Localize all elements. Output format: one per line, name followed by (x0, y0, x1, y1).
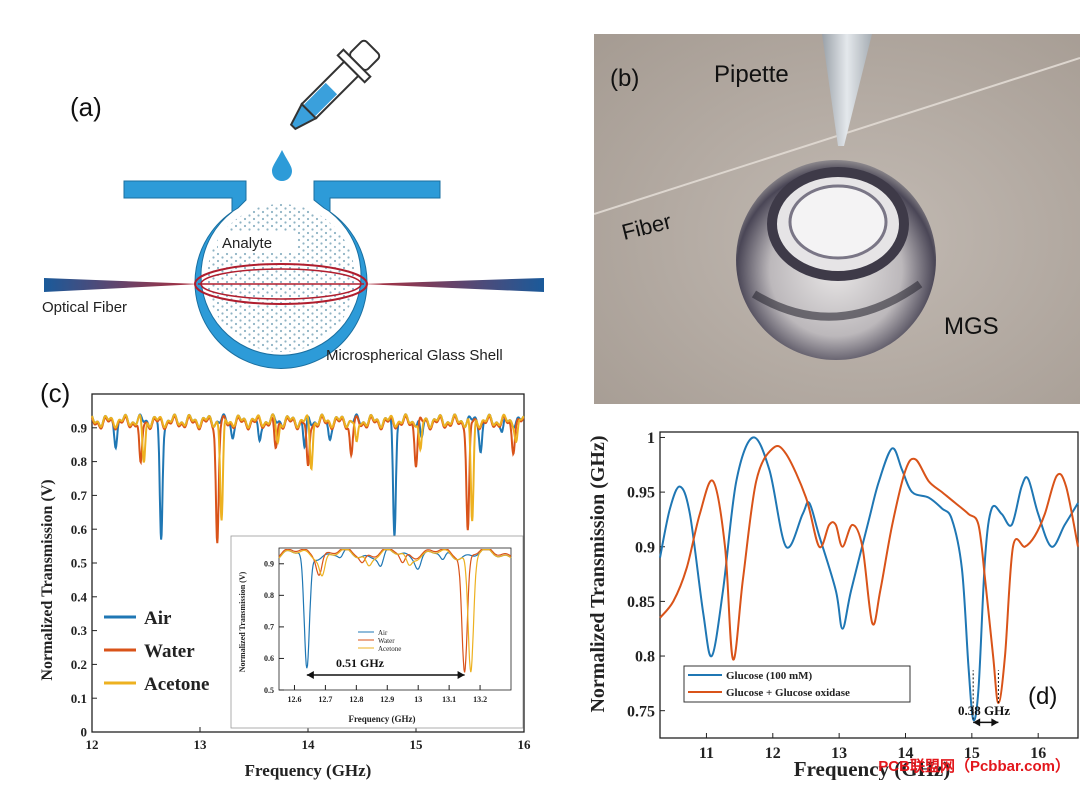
x-tick-label: 16 (1030, 745, 1046, 762)
chart-d-svg: 11 12 13 14 15 16 0.75 0.8 0.85 0.9 0.95 1 Frequenc… (587, 430, 1079, 781)
mgs-label: MGS (944, 313, 999, 340)
y-tick-label: 0.9 (264, 560, 274, 569)
schematic-svg: (a) Analyte Optical Fiber Microspherical… (42, 39, 544, 369)
x-tick-label: 12.7 (318, 695, 332, 704)
y-tick-label: 0.7 (71, 488, 88, 503)
y-tick-label: 0.75 (627, 703, 655, 720)
y-tick-label: 0.85 (627, 594, 655, 611)
inset-legend: Air Water Acetone (358, 629, 401, 653)
inset-ylabel: Normalized Transmission (V) (238, 571, 247, 672)
chart-c-xlabel: Frequency (GHz) (245, 761, 372, 780)
y-tick-label: 0.8 (264, 591, 274, 600)
x-tick-label: 13 (831, 745, 847, 762)
y-tick-label: 0.2 (71, 657, 87, 672)
x-tick-label: 12.6 (287, 695, 301, 704)
x-tick-label: 13 (194, 737, 208, 752)
chart-d-legend: Glucose (100 mM) Glucose + Glucose oxida… (683, 665, 911, 703)
legend-label-water: Water (144, 641, 195, 662)
glass-shell-icon (123, 180, 441, 369)
panel-b-photo: (b) Pipette Fiber MGS (593, 34, 1080, 404)
x-tick-label: 12.9 (380, 695, 394, 704)
y-tick-label: 0.4 (71, 589, 88, 604)
x-tick-label: 14 (302, 737, 316, 752)
y-tick-label: 0.3 (71, 623, 88, 638)
y-tick-label: 0 (81, 725, 88, 740)
plot-frame (659, 431, 1079, 739)
chart-d-ylabel: Normalized Transmission (GHz) (587, 435, 609, 712)
droplet-icon (272, 150, 292, 181)
chart-c-svg: (c) 12 13 14 15 16 0 0.1 0.2 0.3 0.4 0.5 0.6 0.7 0.8 0… (39, 378, 532, 780)
optical-fiber-label: Optical Fiber (42, 299, 127, 316)
chart-d-annotation: 0.38 GHz (958, 703, 1010, 718)
inset-annotation: 0.51 GHz (336, 656, 385, 670)
series-line-air (91, 413, 525, 540)
x-tick-label: 11 (699, 745, 714, 762)
series-line-glucose-oxidase (659, 444, 1079, 705)
panel-b-letter: (b) (610, 65, 639, 92)
optical-fiber-left (44, 278, 200, 292)
pipette-tip-icon (822, 34, 872, 146)
legend-label-glucose-oxidase: Glucose + Glucose oxidase (726, 687, 850, 699)
y-tick-label: 0.5 (71, 556, 88, 571)
glass-shell-label: Microspherical Glass Shell (326, 347, 503, 364)
inset-series-line-acetone (278, 549, 512, 673)
chart-c-legend: Air Water Acetone (104, 608, 209, 695)
whispering-gallery-mode (194, 263, 368, 305)
y-tick-label: 0.9 (635, 539, 655, 556)
x-tick-label: 15 (410, 737, 424, 752)
inset-span-arrow-head-left (306, 671, 314, 679)
analyte-fill (207, 204, 355, 352)
inset-span-arrow-head-right (457, 671, 465, 679)
chart-d-span-arrow-head-left (973, 718, 981, 727)
y-tick-label: 0.5 (264, 686, 274, 695)
x-tick-label: 13 (414, 695, 422, 704)
plot-frame (278, 547, 512, 691)
inset-xlabel: Frequency (GHz) (348, 714, 415, 724)
x-tick-label: 16 (518, 737, 532, 752)
panel-c-chart: (c) 12 13 14 15 16 0 0.1 0.2 0.3 0.4 0.5 0.6 0.7 0.8 0… (0, 376, 540, 780)
y-tick-label: 0.9 (71, 420, 88, 435)
pipette-label: Pipette (714, 61, 789, 88)
y-tick-label: 0.6 (71, 522, 88, 537)
inset-legend-water: Water (378, 637, 395, 645)
analyte-label: Analyte (222, 235, 272, 252)
x-tick-label: 15 (964, 745, 980, 762)
x-tick-label: 13.2 (473, 695, 487, 704)
legend-label-acetone: Acetone (144, 674, 209, 695)
panel-c-letter: (c) (40, 378, 70, 408)
y-tick-label: 0.1 (71, 691, 87, 706)
series-line-water (91, 414, 525, 544)
x-tick-label: 13.1 (442, 695, 456, 704)
inset-series-line-water (278, 549, 512, 673)
panel-a-letter: (a) (70, 92, 102, 122)
watermark: PCB联盟网（Pcbbar.com） (878, 758, 1070, 775)
y-tick-label: 0.8 (635, 649, 655, 666)
chart-d-xlabel: Frequency (GHz) (794, 757, 951, 780)
y-tick-label: 0.7 (264, 623, 274, 632)
chart-d-span-arrow-head-right (991, 718, 999, 727)
photo-svg: (b) Pipette Fiber MGS (593, 34, 1080, 404)
chart-c-inset: 12.6 12.7 12.8 12.9 13 13.1 13.2 0.5 0.6 0.7 0.8 0.… (230, 535, 524, 729)
optical-fiber-right (362, 278, 544, 292)
series-line-glucose (659, 436, 1079, 722)
x-tick-label: 12 (86, 737, 99, 752)
y-tick-label: 0.6 (264, 654, 274, 663)
y-tick-label: 0.8 (71, 454, 88, 469)
panel-a-schematic: (a) Analyte Optical Fiber Microspherical… (0, 0, 580, 380)
x-tick-label: 12 (765, 745, 781, 762)
x-tick-label: 14 (897, 745, 913, 762)
pipette-icon (289, 39, 381, 131)
legend-label-glucose: Glucose (100 mM) (726, 670, 812, 682)
panel-d-chart: 11 12 13 14 15 16 0.75 0.8 0.85 0.9 0.95 1 Frequenc… (572, 406, 1080, 781)
inset-legend-acetone: Acetone (378, 645, 401, 653)
legend-label-air: Air (144, 608, 172, 629)
y-tick-label: 1 (647, 430, 655, 447)
series-line-acetone (91, 413, 525, 522)
inset-legend-air: Air (378, 629, 388, 637)
y-tick-label: 0.95 (627, 485, 655, 502)
x-tick-label: 12.8 (349, 695, 363, 704)
panel-d-letter: (d) (1028, 683, 1057, 710)
chart-c-ylabel: Normalized Transmission (V) (39, 479, 56, 680)
